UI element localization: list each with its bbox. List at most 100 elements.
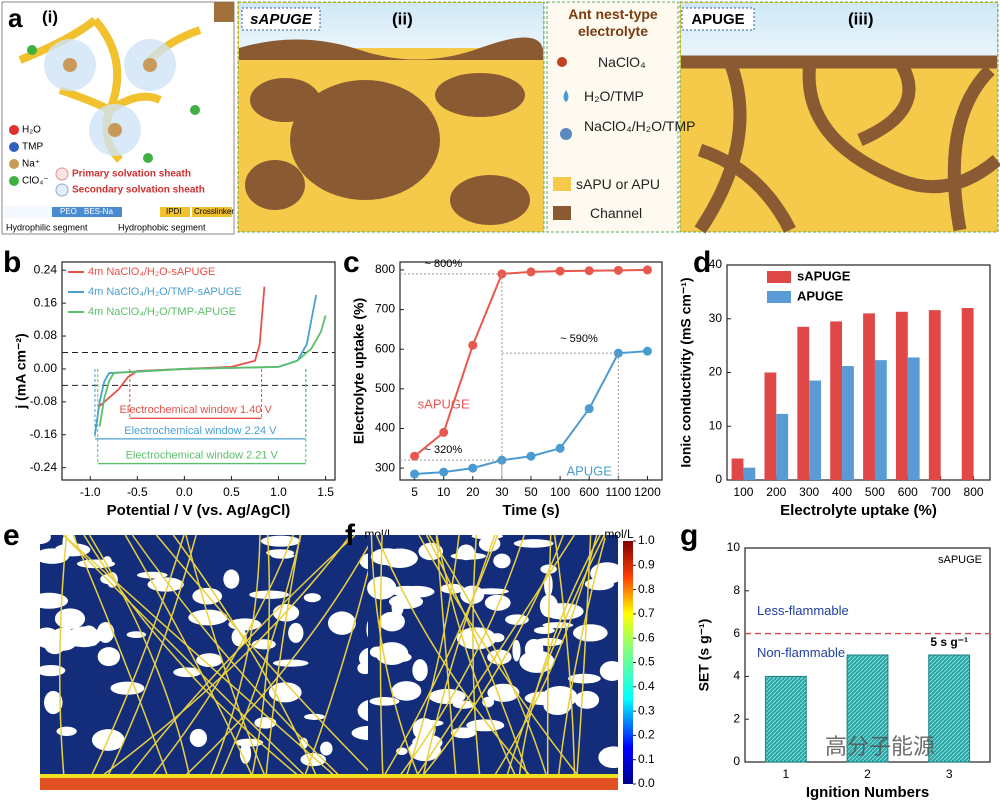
species-label: H₂O	[22, 125, 41, 136]
flux-line	[422, 534, 496, 777]
void-region	[147, 577, 184, 592]
legend-label: H₂O/TMP	[584, 88, 644, 104]
x-tick-label: 0.5	[223, 485, 240, 499]
data-point	[468, 463, 478, 473]
heatmap	[367, 533, 629, 790]
void-region	[389, 594, 424, 609]
flux-line	[172, 534, 318, 777]
species-label: ClO₄⁻	[22, 176, 49, 187]
void-region	[44, 690, 63, 715]
panel-letter: b	[3, 246, 21, 279]
flux-line	[83, 534, 300, 777]
bar	[874, 360, 887, 480]
legend-dot	[9, 176, 19, 186]
data-point	[642, 346, 652, 356]
void-region	[173, 667, 202, 678]
void-region	[513, 539, 554, 548]
panel-letter: e	[3, 519, 20, 552]
legend-label: sAPU or APU	[576, 176, 661, 192]
segment-label: IPDI	[166, 207, 182, 216]
void-region	[598, 746, 629, 769]
subpanel-label: (i)	[42, 7, 58, 26]
flux-line	[101, 534, 352, 777]
flux-line	[506, 534, 606, 777]
bar	[961, 308, 974, 480]
void-region	[96, 622, 115, 643]
void-region	[235, 738, 264, 747]
flux-line	[375, 534, 531, 777]
tag-box	[241, 7, 321, 31]
y-tick-label: -0.24	[30, 460, 58, 474]
void-region	[266, 549, 295, 557]
void-region	[189, 728, 207, 748]
annotation: ~ 800%	[425, 258, 463, 270]
y-tick-label: 800	[375, 262, 395, 276]
legend-swatch	[767, 291, 791, 303]
void-region	[505, 614, 529, 625]
void-region	[460, 585, 485, 605]
legend-dot	[9, 142, 19, 152]
clo4-ion	[143, 153, 153, 163]
legend-title: Ant nest-type electrolyte	[568, 6, 658, 39]
legend-label: NaClO₄/H₂O/TMP	[584, 118, 696, 134]
void-region	[304, 713, 325, 720]
colorbar-tick-label: 0.4	[638, 679, 655, 693]
legend-swatch	[553, 177, 571, 191]
y-tick-label: 20	[709, 365, 723, 379]
x-axis-label: Ignition Numbers	[806, 784, 929, 800]
panel-tag: sAPUGE	[250, 11, 313, 28]
species-label: TMP	[22, 142, 43, 153]
void-region	[239, 742, 252, 764]
segment-label: BES-Na	[84, 207, 113, 216]
series-line	[99, 286, 266, 407]
void-region	[369, 697, 400, 706]
electrode-layer	[368, 778, 618, 790]
bar	[764, 675, 807, 763]
y-tick-label: 0.24	[34, 262, 58, 276]
legend-label: 4m NaClO₄/H₂O/TMP-sAPUGE	[88, 286, 242, 298]
panel-letter: g	[680, 519, 698, 552]
flux-line	[209, 534, 261, 777]
colorbar-tick-label: 0.5	[638, 655, 655, 669]
x-axis-label: Time (s)	[502, 502, 559, 519]
flux-line	[518, 534, 601, 777]
segment-type: Hydrophobic segment	[118, 222, 206, 232]
void-region	[192, 587, 223, 605]
data-point	[584, 266, 594, 276]
flux-line	[557, 534, 607, 777]
flux-line	[58, 534, 68, 777]
colorbar	[623, 541, 633, 784]
flux-line	[184, 534, 376, 777]
void-region	[450, 552, 486, 560]
void-region	[375, 642, 409, 665]
data-point	[526, 267, 536, 277]
y-tick-label: 6	[733, 626, 740, 640]
void-region	[236, 624, 245, 631]
y-tick-label: 4	[733, 669, 740, 683]
void-region	[196, 653, 223, 668]
window-label: Electrochemical window 2.21 V	[126, 449, 279, 461]
legend-icon	[557, 57, 567, 67]
void-region	[303, 593, 321, 603]
clo4-ion	[190, 105, 200, 115]
data-point	[410, 469, 420, 479]
panel-letter: d	[693, 246, 711, 279]
zoom-marker	[214, 2, 234, 22]
x-tick-label: 1100	[605, 485, 631, 499]
flux-line	[251, 534, 271, 777]
colorbar-tick-label: 0.1	[638, 752, 655, 766]
x-tick-label: 50	[524, 485, 538, 499]
y-tick-label: -0.16	[30, 427, 58, 441]
chart-tag: sAPUGE	[938, 554, 982, 566]
panel-letter: a	[8, 3, 23, 33]
void-region	[493, 553, 511, 569]
void-region	[484, 594, 511, 611]
legend-swatch	[767, 271, 791, 283]
threshold-label: Less-flammable	[757, 603, 849, 618]
void-region	[273, 659, 309, 667]
colorbar-tick-label: 0.6	[638, 630, 655, 644]
bar	[776, 413, 789, 480]
y-tick-label: 0	[715, 472, 722, 486]
segment-label: Crosslinker	[194, 207, 234, 216]
